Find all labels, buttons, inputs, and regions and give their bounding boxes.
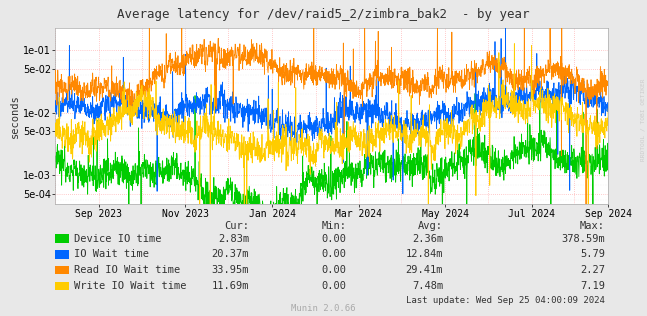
Text: Cur:: Cur:: [224, 221, 249, 231]
Text: Average latency for /dev/raid5_2/zimbra_bak2  - by year: Average latency for /dev/raid5_2/zimbra_…: [117, 8, 530, 21]
Text: 33.95m: 33.95m: [212, 265, 249, 275]
Text: 0.00: 0.00: [321, 234, 346, 244]
Text: 20.37m: 20.37m: [212, 249, 249, 259]
Text: 2.83m: 2.83m: [218, 234, 249, 244]
Text: 378.59m: 378.59m: [561, 234, 605, 244]
Text: Read IO Wait time: Read IO Wait time: [74, 265, 181, 275]
Text: 0.00: 0.00: [321, 265, 346, 275]
Text: Min:: Min:: [321, 221, 346, 231]
Text: Munin 2.0.66: Munin 2.0.66: [291, 305, 356, 313]
Text: 5.79: 5.79: [580, 249, 605, 259]
Text: 7.19: 7.19: [580, 281, 605, 291]
Text: 0.00: 0.00: [321, 249, 346, 259]
Text: 7.48m: 7.48m: [412, 281, 443, 291]
Text: 11.69m: 11.69m: [212, 281, 249, 291]
Text: Write IO Wait time: Write IO Wait time: [74, 281, 187, 291]
Text: 0.00: 0.00: [321, 281, 346, 291]
Text: Last update: Wed Sep 25 04:00:09 2024: Last update: Wed Sep 25 04:00:09 2024: [406, 296, 605, 305]
Text: Max:: Max:: [580, 221, 605, 231]
Text: Device IO time: Device IO time: [74, 234, 162, 244]
Text: 2.27: 2.27: [580, 265, 605, 275]
Text: IO Wait time: IO Wait time: [74, 249, 149, 259]
Text: RRDTOOL / TOBI OETIKER: RRDTOOL / TOBI OETIKER: [641, 79, 646, 161]
Y-axis label: seconds: seconds: [10, 94, 20, 138]
Text: Avg:: Avg:: [418, 221, 443, 231]
Text: 29.41m: 29.41m: [406, 265, 443, 275]
Text: 2.36m: 2.36m: [412, 234, 443, 244]
Text: 12.84m: 12.84m: [406, 249, 443, 259]
